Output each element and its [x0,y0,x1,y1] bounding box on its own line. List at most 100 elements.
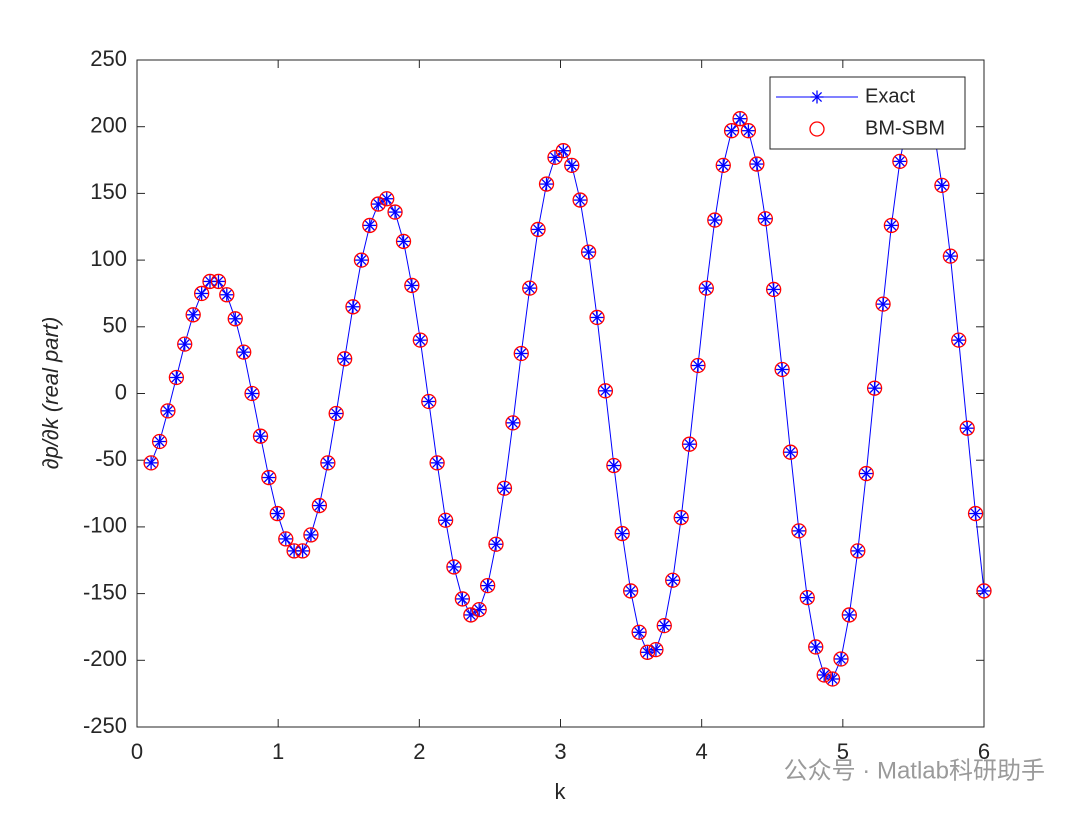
marker-stroke [389,207,401,218]
asterisk-marker [354,253,368,267]
circle-marker [387,204,403,220]
marker-stroke [852,545,863,556]
asterisk-marker [649,643,663,657]
y-tick-label: -150 [83,579,127,604]
circle-marker [320,455,336,471]
circle-marker [480,577,496,594]
marker-stroke [289,545,300,556]
marker-stroke [322,457,333,468]
asterisk-marker [178,337,192,351]
marker-stroke [146,457,157,468]
asterisk-marker [876,297,890,311]
circle-marker [404,277,420,294]
marker-stroke [457,593,468,604]
marker-stroke [617,528,628,539]
marker-stroke [179,339,190,350]
marker-stroke [499,483,510,494]
marker-stroke [735,113,746,124]
asterisk-marker [363,218,377,232]
circle-marker [194,285,210,302]
marker-stroke [945,251,956,262]
asterisk-marker [245,387,259,400]
circle-marker [875,296,891,312]
asterisk-marker [144,456,158,470]
marker-stroke [709,215,720,226]
asterisk-marker [716,158,730,172]
marker-stroke [507,417,518,428]
asterisk-marker [624,584,638,598]
asterisk-marker [767,282,781,296]
marker-stroke [760,213,771,224]
asterisk-marker [338,352,352,366]
asterisk-marker [329,407,343,421]
plot-area [136,59,985,728]
legend-marker [809,121,825,137]
asterisk-marker [523,281,537,295]
marker-stroke [204,276,216,287]
circle-marker [244,385,260,402]
circle-marker [580,244,597,260]
asterisk-marker [607,459,621,473]
circle-marker [723,123,740,139]
circle-marker [665,572,681,588]
asterisk-marker [422,395,436,409]
circle-marker [269,505,285,522]
asterisk-marker [582,245,596,259]
asterisk-marker [960,421,974,435]
asterisk-marker [851,544,865,558]
circle-marker [345,299,361,315]
marker-stroke [701,283,712,294]
y-tick-label: 250 [90,46,127,71]
marker-stroke [970,508,981,519]
marker-stroke [373,199,384,210]
circle-marker [143,455,159,471]
marker-stroke [861,468,872,479]
marker-stroke [785,447,796,458]
asterisk-marker [237,345,251,359]
y-tick-label: -50 [95,446,127,471]
marker-stroke [221,289,232,300]
asterisk-marker [296,544,310,558]
circle-marker [412,332,428,348]
y-tick-label: 50 [103,313,127,338]
asterisk-marker [464,608,478,622]
marker-stroke [263,472,274,483]
marker-stroke [802,592,813,603]
marker-stroke [978,585,990,596]
marker-stroke [339,353,350,364]
asterisk-marker [262,471,276,485]
circle-marker [690,357,706,374]
asterisk-marker [447,560,461,574]
asterisk-marker [573,193,587,207]
marker-stroke [196,288,207,299]
marker-stroke [406,280,417,291]
circle-marker [151,433,168,450]
circle-marker [496,480,513,496]
circle-marker [597,383,614,399]
circle-marker [673,509,689,526]
circle-marker [505,415,521,431]
marker-stroke [213,276,224,287]
circle-marker [959,420,975,436]
asterisk-marker [388,205,402,219]
marker-stroke [280,533,291,544]
asterisk-marker [346,300,360,314]
marker-stroke [314,500,325,511]
asterisk-marker [279,532,293,546]
marker-stroke [667,575,678,586]
circle-marker [967,505,984,522]
circle-marker [757,211,773,227]
marker-stroke [238,347,249,358]
circle-marker [311,497,328,514]
circle-marker [623,583,639,599]
marker-stroke [811,91,823,103]
marker-stroke [810,641,821,653]
asterisk-marker [590,310,604,324]
circle-marker [278,531,294,547]
asterisk-marker [783,445,797,459]
y-tick-label: 200 [90,113,127,138]
asterisk-marker [489,537,503,551]
asterisk-marker [893,154,907,168]
legend-marker [810,90,824,104]
circle-marker [185,307,201,323]
